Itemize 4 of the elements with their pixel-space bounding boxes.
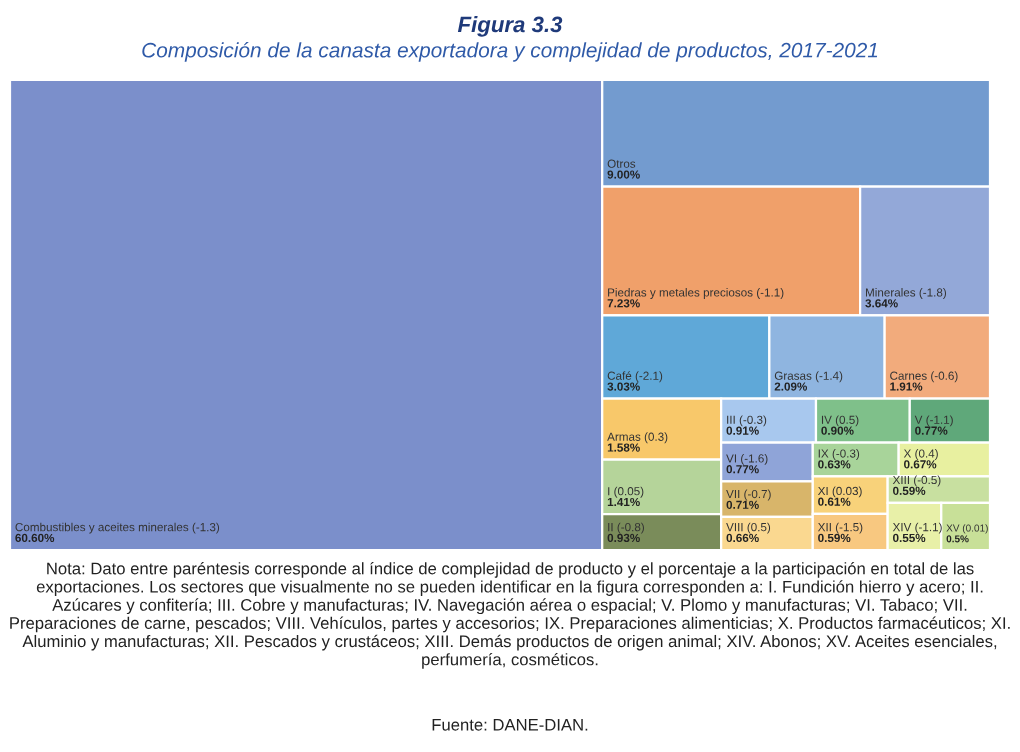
text: Figura 3.3 — [457, 16, 563, 37]
source-note: Fuente: DANE-DIAN. — [432, 719, 588, 731]
text: Composición de la canasta exportadora y complejidad de productos, 2017-2021 — [142, 42, 878, 62]
text: Nota: Dato entre paréntesis corresponde al índice de complejidad de producto y el porcentaje a la participación en total de las exportaciones. Los sectores que visualmente no se pueden identificar en la figura corresponden a: I. Fundición hierro y acero; II. Azúcares y confitería; III. Cobre y manufacturas; IV. Navegación aérea o espacial; V. Plomo y manufacturas; VI. Tabaco; VII. Preparaciones de carne, pescados; VIII. Vehículos, partes y accesorios; IX. Preparaciones alimenticias; X. Productos farmacéuticos; XI. Aluminio y manufacturas; XII. Pescados y crustáceos; XIII. Demás productos de origen animal; XIV. Abonos; XV. Aceites esenciales, perfumería, cosméticos. — [10, 562, 1010, 669]
